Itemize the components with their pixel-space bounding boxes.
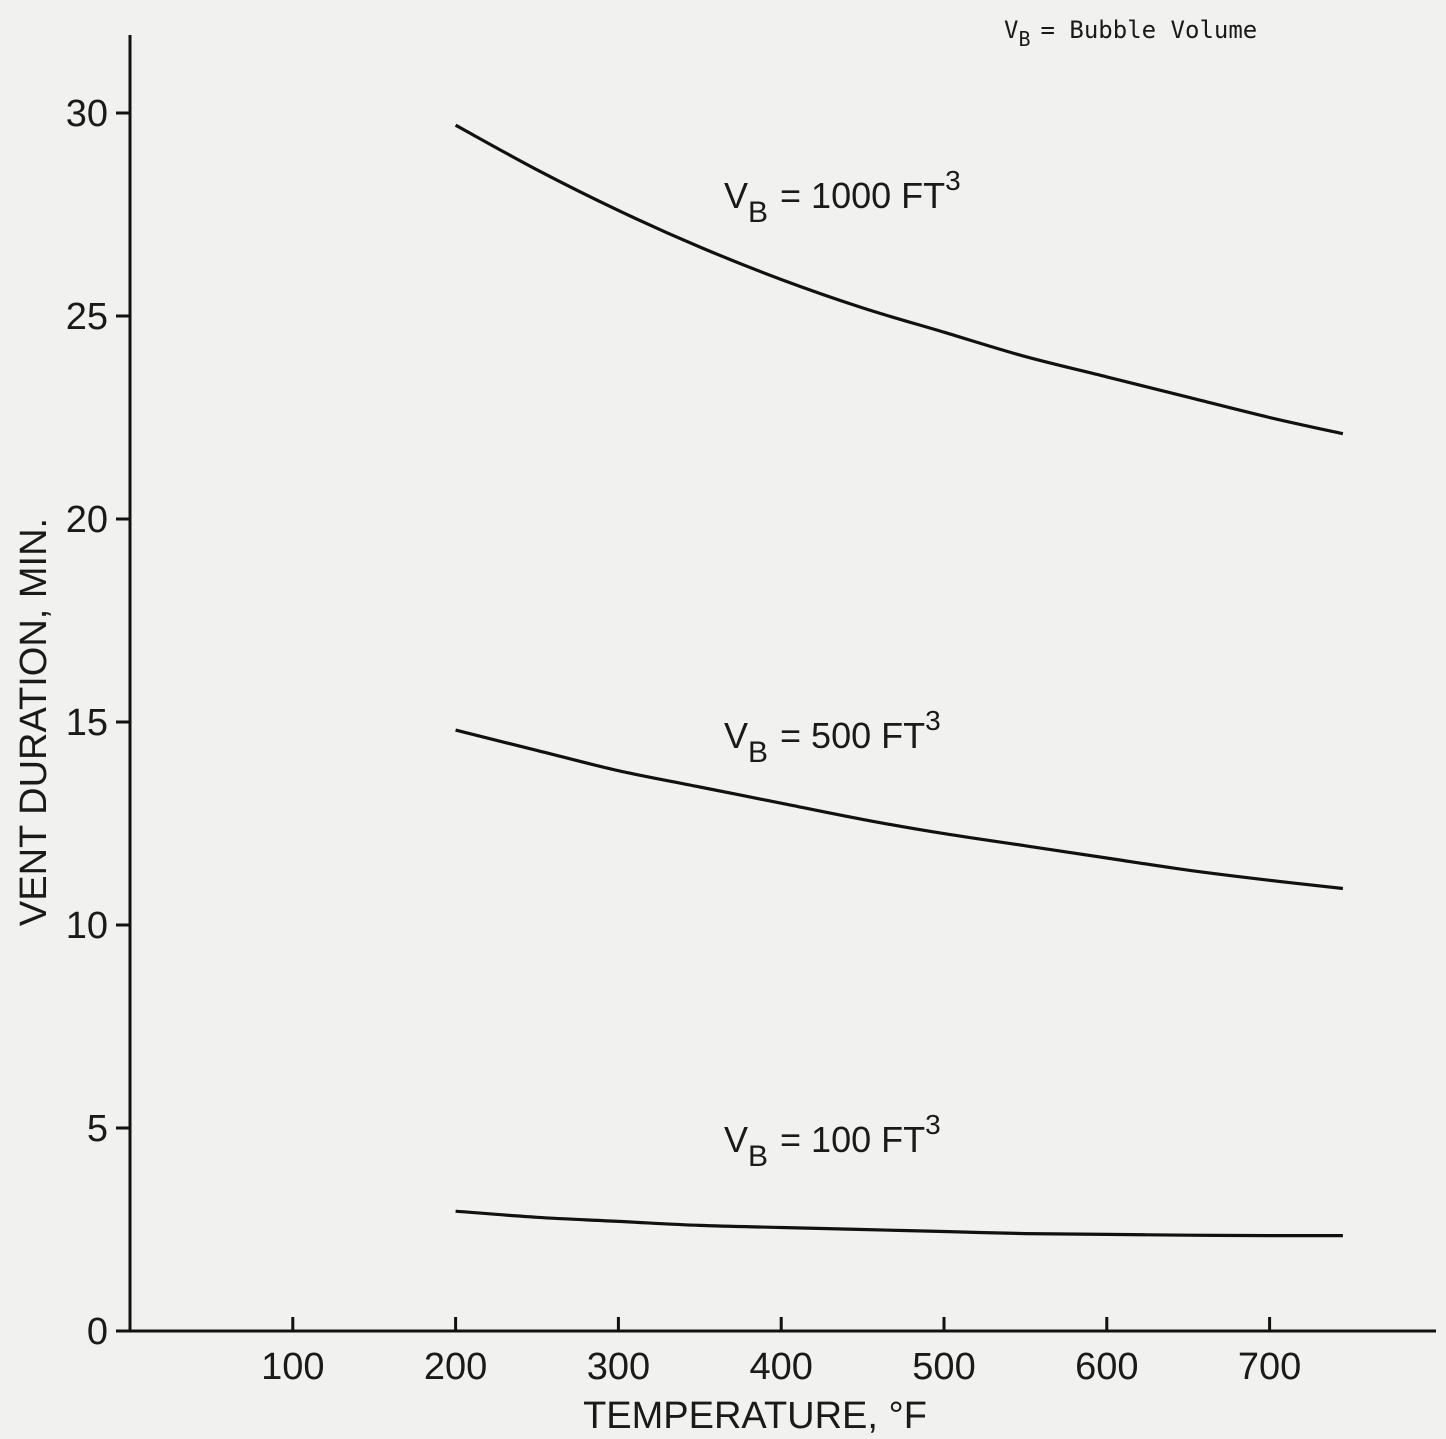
x-tick-label: 200 xyxy=(424,1346,487,1388)
y-tick-label: 15 xyxy=(66,702,108,744)
series-label-superscript: 3 xyxy=(925,705,941,736)
y-tick-label: 10 xyxy=(66,905,108,947)
x-tick-label: 100 xyxy=(261,1346,324,1388)
series-label-1: VB = 500 FT3 xyxy=(724,705,941,769)
series-label-superscript: 3 xyxy=(945,165,961,196)
series-label-symbol: V xyxy=(724,175,748,216)
x-tick-label: 400 xyxy=(749,1346,812,1388)
x-axis-title: TEMPERATURE, °F xyxy=(583,1395,927,1437)
x-ticks: 100 200 300 400 500 600 700 xyxy=(261,1317,1301,1388)
legend-subscript: B xyxy=(1018,27,1030,51)
x-tick-label: 500 xyxy=(912,1346,975,1388)
series-label-symbol: V xyxy=(724,715,748,756)
series-label-subscript: B xyxy=(748,1140,768,1173)
series-line-1 xyxy=(455,728,1344,891)
legend-symbol: V xyxy=(1004,16,1018,44)
legend-note: VB = Bubble Volume xyxy=(1004,16,1257,51)
x-tick-label: 300 xyxy=(587,1346,650,1388)
series-lines xyxy=(454,123,1344,1238)
y-ticks: 0 5 10 15 20 25 30 xyxy=(66,93,130,1353)
series-label-text: = 100 FT xyxy=(780,1119,925,1160)
y-tick-label: 30 xyxy=(66,93,108,135)
series-label-text: = 1000 FT xyxy=(780,175,945,216)
series-line-0 xyxy=(454,123,1344,436)
y-axis-title: VENT DURATION, MIN. xyxy=(13,518,55,926)
series-line-2 xyxy=(455,1209,1343,1238)
y-tick-label: 0 xyxy=(87,1311,108,1353)
series-label-0: VB = 1000 FT3 xyxy=(724,165,961,229)
x-tick-label: 700 xyxy=(1238,1346,1301,1388)
legend-text: = Bubble Volume xyxy=(1041,16,1258,44)
series-label-2: VB = 100 FT3 xyxy=(724,1109,941,1173)
x-tick-label: 600 xyxy=(1075,1346,1138,1388)
series-label-subscript: B xyxy=(748,736,768,769)
series-label-text: = 500 FT xyxy=(780,715,925,756)
axes xyxy=(128,35,1436,1333)
series-label-subscript: B xyxy=(748,196,768,229)
y-tick-label: 20 xyxy=(66,499,108,541)
y-tick-label: 5 xyxy=(87,1108,108,1150)
series-label-superscript: 3 xyxy=(925,1109,941,1140)
y-tick-label: 25 xyxy=(66,296,108,338)
series-label-symbol: V xyxy=(724,1119,748,1160)
